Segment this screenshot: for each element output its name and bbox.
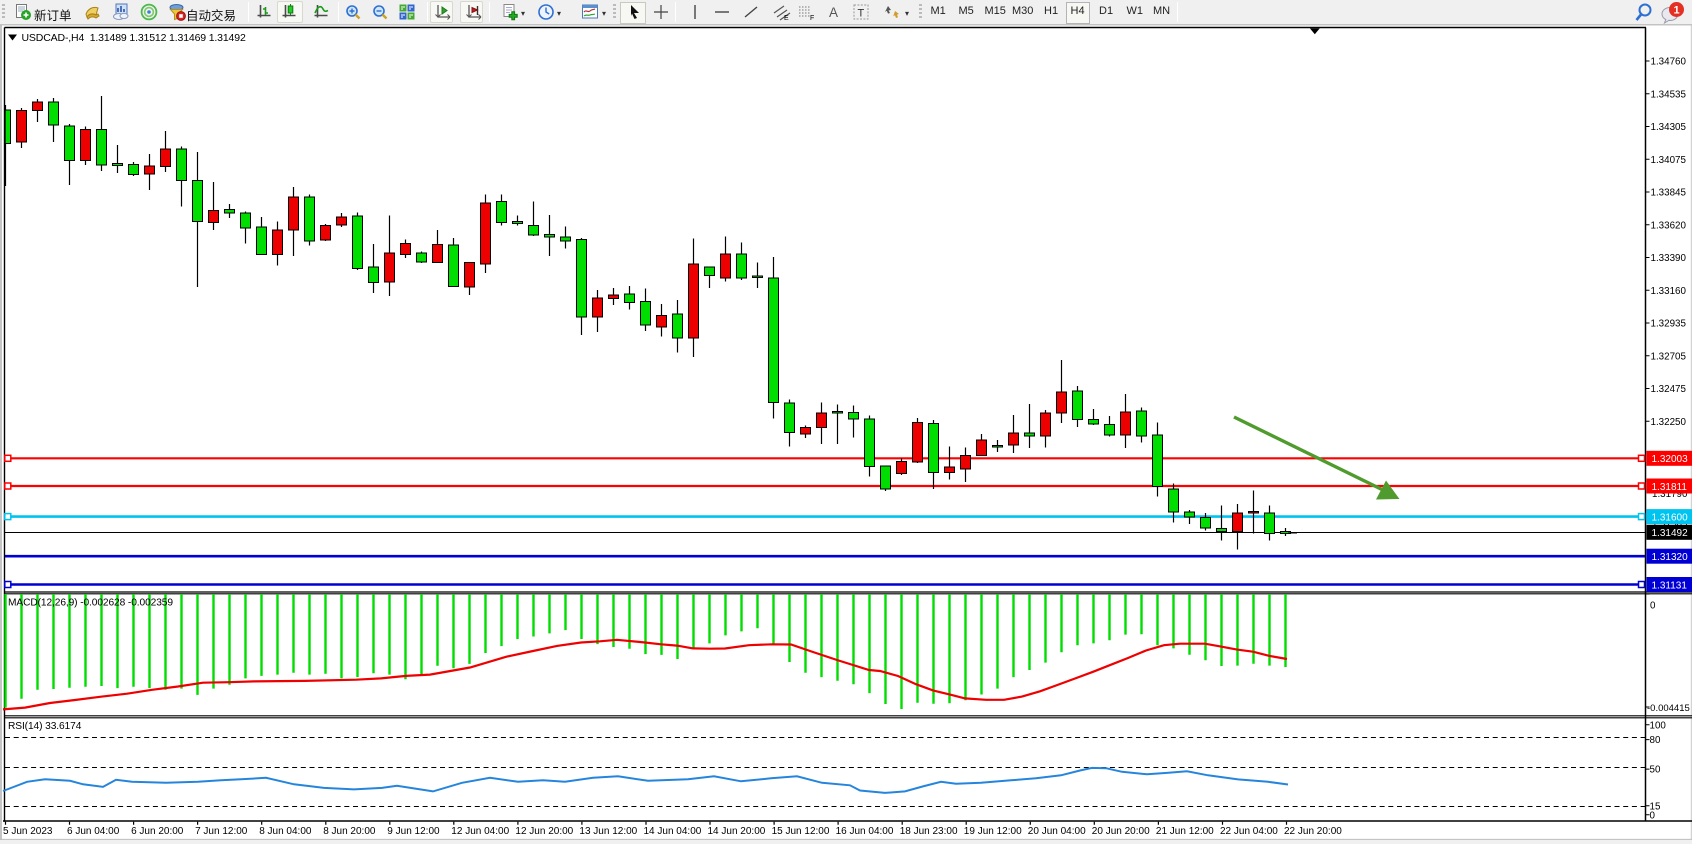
svg-text:12 Jun 20:00: 12 Jun 20:00 [515,826,573,837]
svg-text:15 Jun 12:00: 15 Jun 12:00 [772,826,830,837]
svg-text:19 Jun 12:00: 19 Jun 12:00 [964,826,1022,837]
svg-text:1.32475: 1.32475 [1651,384,1687,395]
svg-text:20 Jun 20:00: 20 Jun 20:00 [1092,826,1150,837]
svg-text:20 Jun 04:00: 20 Jun 04:00 [1028,826,1086,837]
svg-text:1.32705: 1.32705 [1651,351,1687,362]
svg-text:MACD(12,26,9) -0.002628 -0.002: MACD(12,26,9) -0.002628 -0.002359 [8,598,173,609]
svg-text:1.32935: 1.32935 [1651,319,1687,330]
svg-text:1.33390: 1.33390 [1651,253,1687,264]
svg-text:8 Jun 04:00: 8 Jun 04:00 [259,826,312,837]
svg-text:F: F [810,15,814,22]
svg-text:22 Jun 20:00: 22 Jun 20:00 [1284,826,1342,837]
svg-text:1.32003: 1.32003 [1652,454,1689,465]
svg-text:1.33160: 1.33160 [1651,286,1687,297]
svg-text:100: 100 [1650,720,1667,731]
svg-text:1.34305: 1.34305 [1651,122,1687,133]
svg-text:16 Jun 04:00: 16 Jun 04:00 [836,826,894,837]
svg-text:6 Jun 04:00: 6 Jun 04:00 [67,826,120,837]
svg-text:22 Jun 04:00: 22 Jun 04:00 [1220,826,1278,837]
svg-text:1.33620: 1.33620 [1651,220,1687,231]
svg-text:9 Jun 12:00: 9 Jun 12:00 [387,826,440,837]
svg-text:1.31492: 1.31492 [1652,528,1689,539]
svg-text:RSI(14) 33.6174: RSI(14) 33.6174 [8,721,82,732]
svg-text:-0.004415: -0.004415 [1647,703,1690,714]
svg-text:1.34760: 1.34760 [1651,57,1687,68]
svg-text:7 Jun 12:00: 7 Jun 12:00 [195,826,248,837]
svg-text:6 Jun 20:00: 6 Jun 20:00 [131,826,184,837]
svg-text:E: E [784,15,789,22]
svg-text:1.31600: 1.31600 [1652,512,1689,523]
svg-text:50: 50 [1650,765,1661,776]
svg-text:13 Jun 12:00: 13 Jun 12:00 [579,826,637,837]
svg-text:1.33845: 1.33845 [1651,188,1687,199]
svg-text:1.32250: 1.32250 [1651,417,1687,428]
svg-text:5 Jun 2023: 5 Jun 2023 [3,826,53,837]
svg-text:15: 15 [1650,801,1661,812]
svg-text:21 Jun 12:00: 21 Jun 12:00 [1156,826,1214,837]
svg-text:8 Jun 20:00: 8 Jun 20:00 [323,826,376,837]
svg-text:1.31320: 1.31320 [1652,552,1689,563]
svg-text:1.31131: 1.31131 [1652,580,1688,591]
svg-text:80: 80 [1650,735,1661,746]
svg-text:1.31565: 1.31565 [1652,519,1688,530]
svg-text:0: 0 [1650,810,1656,821]
svg-text:0: 0 [1650,601,1656,612]
svg-text:1.31790: 1.31790 [1652,489,1688,500]
svg-text:18 Jun 23:00: 18 Jun 23:00 [900,826,958,837]
svg-text:1.31811: 1.31811 [1652,482,1688,493]
svg-text:1.34075: 1.34075 [1651,155,1687,166]
svg-text:1: 1 [1673,4,1679,16]
svg-text:1.34535: 1.34535 [1651,89,1687,100]
svg-text:14 Jun 04:00: 14 Jun 04:00 [644,826,702,837]
svg-text:14 Jun 20:00: 14 Jun 20:00 [708,826,766,837]
svg-text:USDCAD-,H4 1.31489 1.31512 1.: USDCAD-,H4 1.31489 1.31512 1.31469 1.314… [22,32,246,44]
svg-text:T: T [858,8,865,20]
svg-text:12 Jun 04:00: 12 Jun 04:00 [451,826,509,837]
